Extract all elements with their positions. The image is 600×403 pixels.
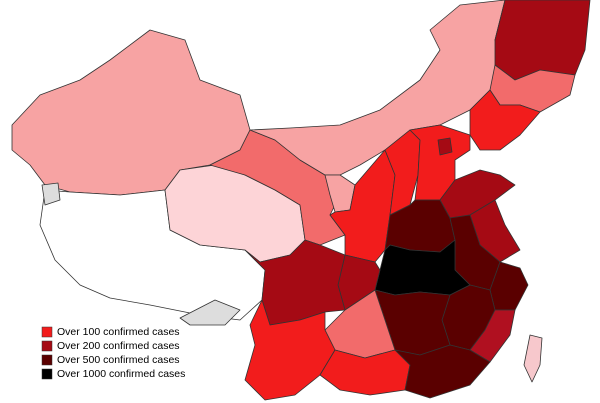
region xyxy=(437,137,453,156)
region xyxy=(41,182,61,206)
provinces xyxy=(11,0,591,401)
legend-swatch xyxy=(41,326,53,338)
legend-swatch xyxy=(41,354,53,366)
legend-text: Over 100 confirmed cases xyxy=(57,326,180,338)
region xyxy=(469,89,541,151)
legend-swatch xyxy=(41,340,53,352)
region xyxy=(394,344,491,399)
legend: Over 100 confirmed cases Over 200 confirm… xyxy=(41,326,185,380)
legend-swatch xyxy=(41,368,53,380)
region xyxy=(179,299,241,326)
legend-text: Over 1000 confirmed cases xyxy=(57,368,185,380)
legend-text: Over 200 confirmed cases xyxy=(57,340,180,352)
region xyxy=(523,334,543,383)
legend-text: Over 500 confirmed cases xyxy=(57,354,180,366)
region xyxy=(494,0,591,81)
